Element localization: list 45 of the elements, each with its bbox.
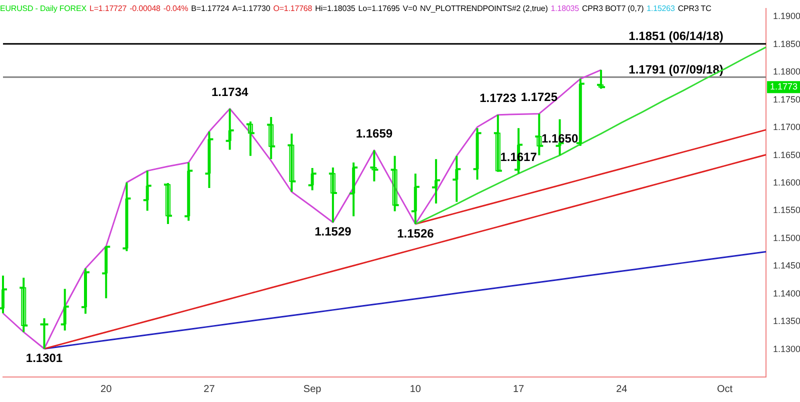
annotation: Lo=1.17695 [358,4,400,13]
data-label: 1.1529 [314,224,352,239]
y-tick-label: 1.1800 [773,66,800,77]
x-tick-label: Oct [716,384,733,395]
annotation: CPR3 BOT7 (0,7) [582,4,644,13]
y-tick-label: 1.1750 [773,94,800,104]
x-tick-label: 10 [410,384,422,395]
data-label: 1.1723 [480,91,517,106]
y-tick-label: 1.1400 [773,288,800,298]
annotation: 1.15263 [646,4,675,13]
data-label: 1.1659 [356,126,393,141]
data-label: 1.1725 [520,90,558,104]
annotation: B=1.17724 [191,4,230,13]
annotation: O=1.17768 [273,4,312,13]
y-tick-label: 1.1500 [773,232,800,243]
annotation: NV_PLOTTRENDPOINTS#2 (2,true) [420,4,548,13]
y-tick-label: 1.1900 [773,11,800,22]
ref-line-label: 1.1791 (07/09/18) [628,62,724,76]
x-tick-label: 27 [204,384,216,395]
x-tick-label: 24 [616,384,628,395]
annotation: L=1.17727 [89,4,127,13]
x-tick-label: 17 [512,384,525,395]
y-tick-label: 1.1350 [773,316,800,326]
annotation: 1.18035 [550,4,579,13]
y-tick-label: 1.1850 [773,38,800,49]
x-tick-label: Sep [303,384,322,395]
annotation: -0.00048 [130,4,160,13]
y-tick-label: 1.1450 [773,260,800,271]
y-tick-label: 1.1550 [773,205,800,216]
data-label: 1.1734 [211,85,249,100]
y-tick-label: 1.1700 [773,122,800,132]
annotation: CPR3 TC [678,4,712,13]
data-label: 1.1526 [397,226,434,240]
ref-line-label: 1.1851 (06/14/18) [628,29,724,44]
y-tick-label: 1.1650 [773,150,800,160]
annotation: -0.04% [163,4,188,13]
annotation: Hi=1.18035 [315,4,356,13]
annotation: A=1.17730 [232,4,270,13]
chart-title: EURUSD - Daily FOREX [0,4,86,13]
x-tick-label: 20 [100,384,112,395]
annotation: 1.1773 [770,82,798,92]
annotation: V=0 [402,4,417,13]
data-label: 1.1301 [26,351,63,366]
y-tick-label: 1.1300 [773,344,800,354]
y-tick-label: 1.1600 [773,177,800,188]
